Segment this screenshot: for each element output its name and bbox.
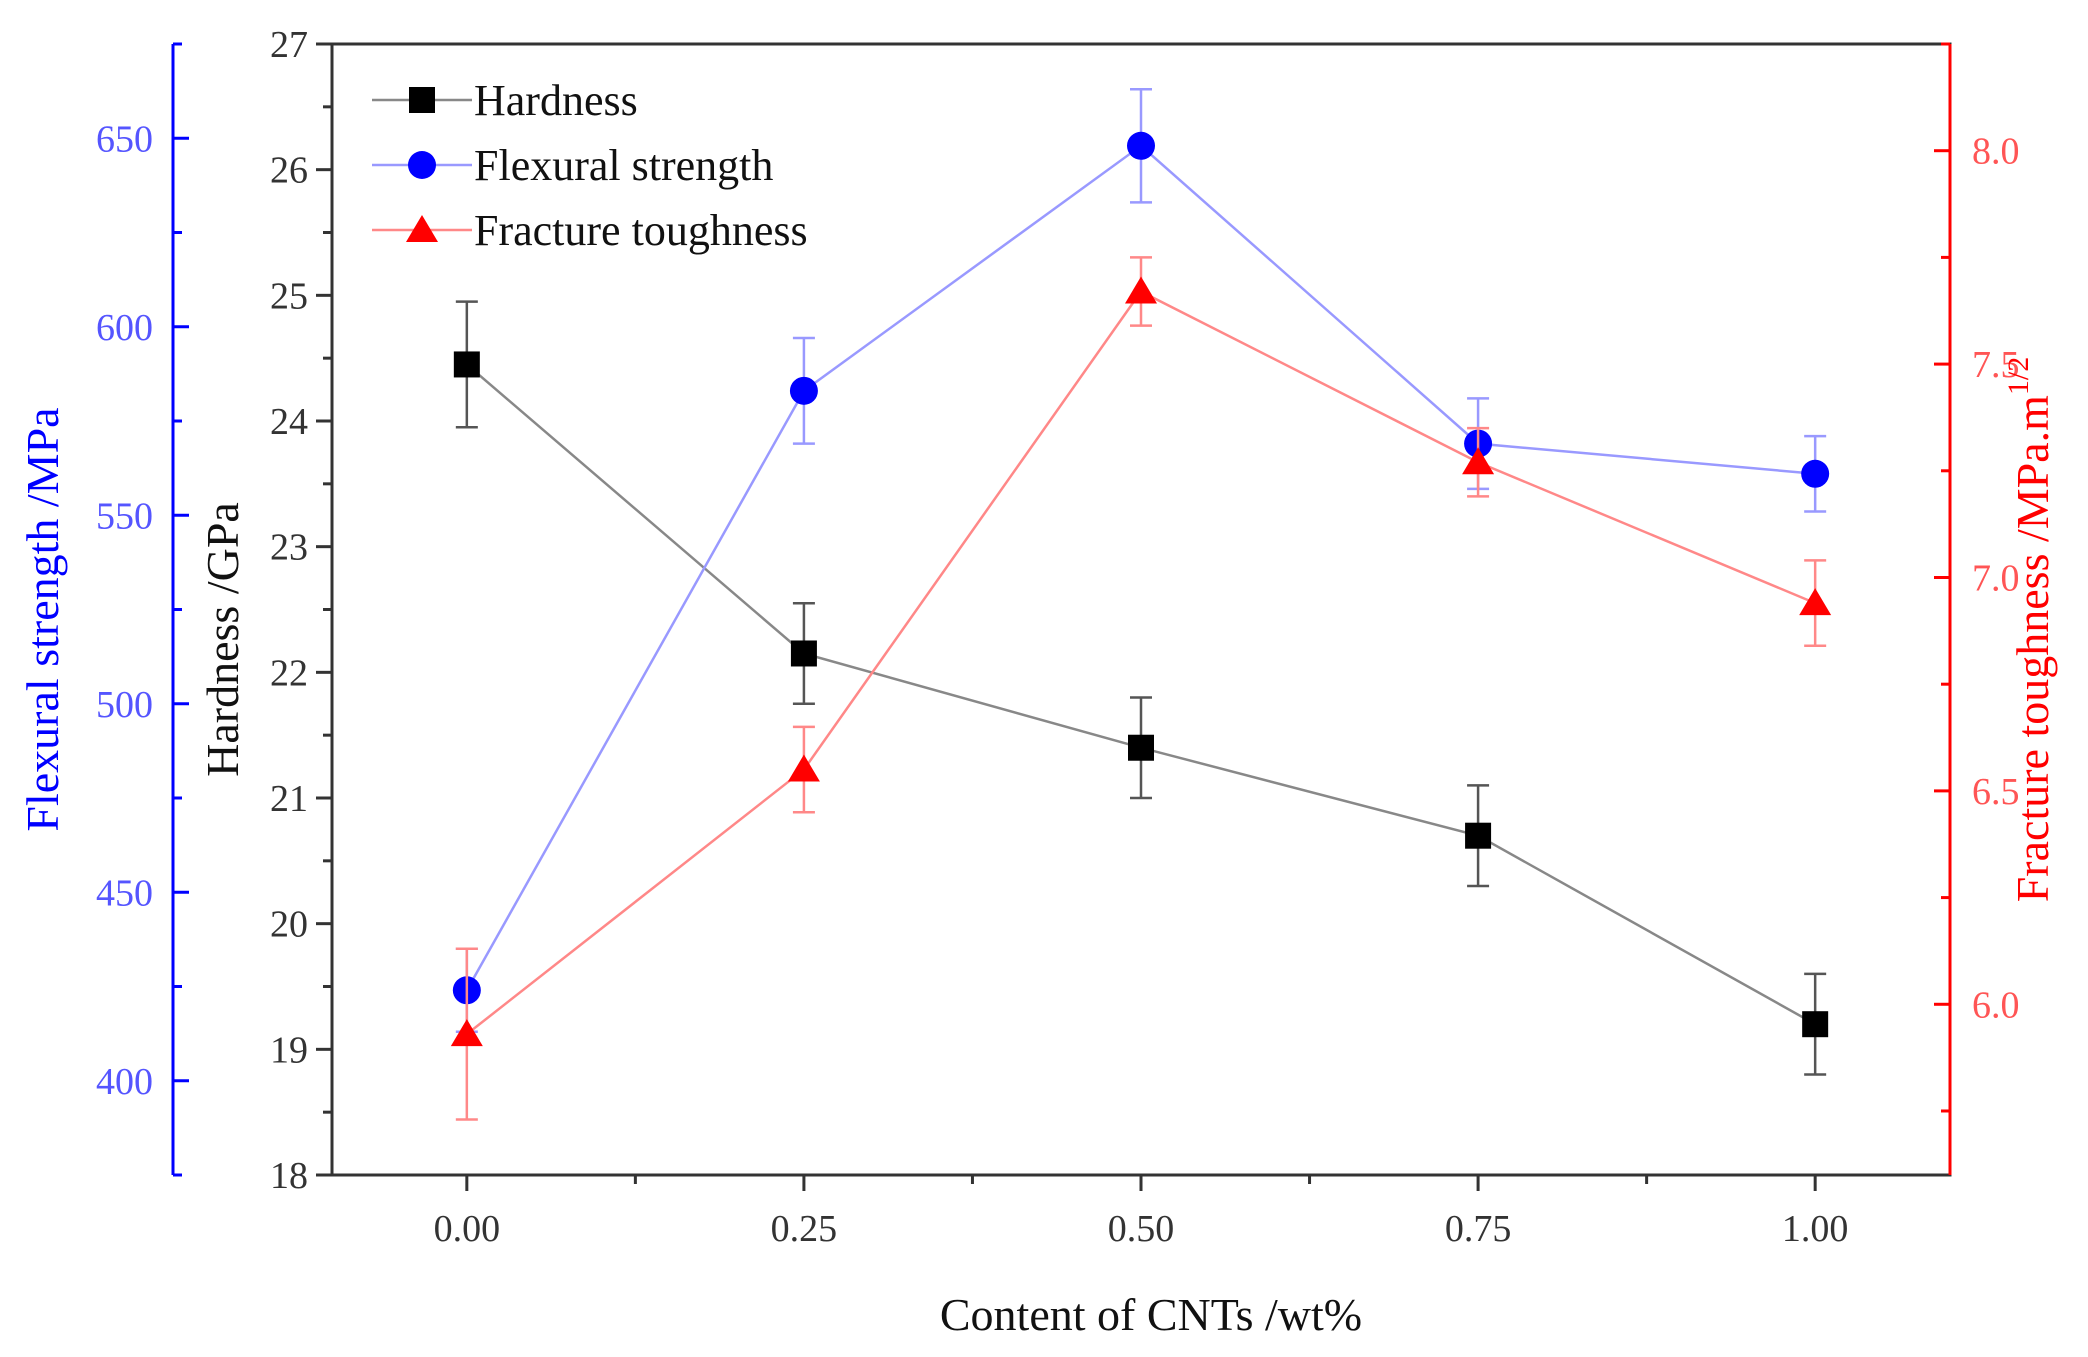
hardness-line bbox=[466, 363, 1816, 1026]
toughness-tick-label: 6.0 bbox=[1972, 984, 2020, 1026]
flexural-tick-label: 650 bbox=[96, 118, 153, 160]
fracture-toughness-marker-2 bbox=[1125, 276, 1157, 304]
legend-entry-fracture-toughness: Fracture toughness bbox=[372, 206, 808, 255]
fracture-toughness-marker-1 bbox=[787, 754, 820, 782]
hardness-marker-1 bbox=[790, 640, 817, 667]
legend-entry-hardness: Hardness bbox=[372, 76, 638, 125]
fracture-toughness-series bbox=[450, 256, 1832, 1121]
flexural-tick-label: 400 bbox=[96, 1061, 153, 1103]
fracture-toughness-line bbox=[466, 289, 1816, 1036]
hardness-tick-label: 27 bbox=[270, 24, 308, 66]
hardness-tick-label: 22 bbox=[270, 652, 308, 694]
legend-label-fracture-toughness: Fracture toughness bbox=[474, 206, 808, 255]
hardness-tick-label: 24 bbox=[270, 401, 308, 443]
x-tick-label: 1.00 bbox=[1782, 1208, 1849, 1250]
toughness-axis-title-main: Fracture toughness /MPa.m bbox=[2007, 395, 2058, 902]
hardness-marker-legend bbox=[409, 87, 435, 113]
hardness-tick-label: 21 bbox=[270, 778, 308, 820]
hardness-axis-title: Hardness /GPa bbox=[197, 502, 248, 777]
fracture-toughness-marker-4 bbox=[1799, 588, 1832, 616]
hardness-tick-label: 25 bbox=[270, 275, 308, 317]
hardness-series bbox=[453, 300, 1829, 1076]
flexural-strength-marker-2 bbox=[1127, 131, 1155, 160]
toughness-tick-label: 8.0 bbox=[1972, 131, 2020, 173]
hardness-tick-label: 18 bbox=[270, 1155, 308, 1197]
fracture-toughness-marker-legend bbox=[406, 215, 438, 242]
x-tick-label: 0.75 bbox=[1445, 1208, 1512, 1250]
axes-layer: 0.00 0.25 0.50 0.75 1.00 Content of CNTs /wt%… bbox=[17, 24, 2058, 1340]
flexural-tick-label: 450 bbox=[96, 872, 153, 914]
x-tick-label: 0.25 bbox=[771, 1208, 838, 1250]
toughness-tick-label: 7.0 bbox=[1972, 557, 2020, 599]
series-layer bbox=[450, 87, 1832, 1121]
toughness-axis-title-superscript: 1/2 bbox=[2002, 357, 2035, 395]
toughness-axis-title: Fracture toughness /MPa.m1/2 bbox=[2002, 357, 2058, 903]
hardness-tick-label: 20 bbox=[270, 904, 308, 946]
hardness-marker-2 bbox=[1128, 734, 1154, 761]
hardness-tick-label: 23 bbox=[270, 527, 308, 569]
x-tick-label: 0.00 bbox=[434, 1208, 501, 1250]
flexural-tick-label: 500 bbox=[96, 684, 153, 726]
hardness-marker-3 bbox=[1465, 822, 1492, 849]
hardness-tick-label: 26 bbox=[270, 150, 308, 192]
flexural-strength-marker-4 bbox=[1801, 459, 1830, 488]
toughness-tick-label: 6.5 bbox=[1972, 771, 2020, 813]
fracture-toughness-marker-0 bbox=[450, 1019, 483, 1047]
legend-label-flexural-strength: Flexural strength bbox=[474, 141, 773, 190]
flexural-tick-label: 550 bbox=[96, 495, 153, 537]
flexural-strength-marker-1 bbox=[789, 376, 818, 405]
flexural-axis-title: Flexural strength /MPa bbox=[17, 407, 68, 831]
x-tick-label: 0.50 bbox=[1108, 1208, 1175, 1250]
legend: Hardness Flexural strength Fracture toughn… bbox=[372, 76, 808, 255]
legend-entry-flexural-strength: Flexural strength bbox=[372, 141, 773, 190]
flexural-tick-label: 600 bbox=[96, 307, 153, 349]
hardness-tick-label: 19 bbox=[270, 1029, 308, 1071]
toughness-tick-label: 7.5 bbox=[1972, 344, 2020, 386]
legend-label-hardness: Hardness bbox=[474, 76, 638, 125]
hardness-marker-4 bbox=[1802, 1011, 1829, 1038]
fracture-toughness-marker-3 bbox=[1462, 447, 1495, 475]
hardness-marker-0 bbox=[453, 351, 480, 378]
flexural-strength-marker-legend bbox=[408, 151, 436, 179]
x-axis-title: Content of CNTs /wt% bbox=[940, 1289, 1362, 1340]
